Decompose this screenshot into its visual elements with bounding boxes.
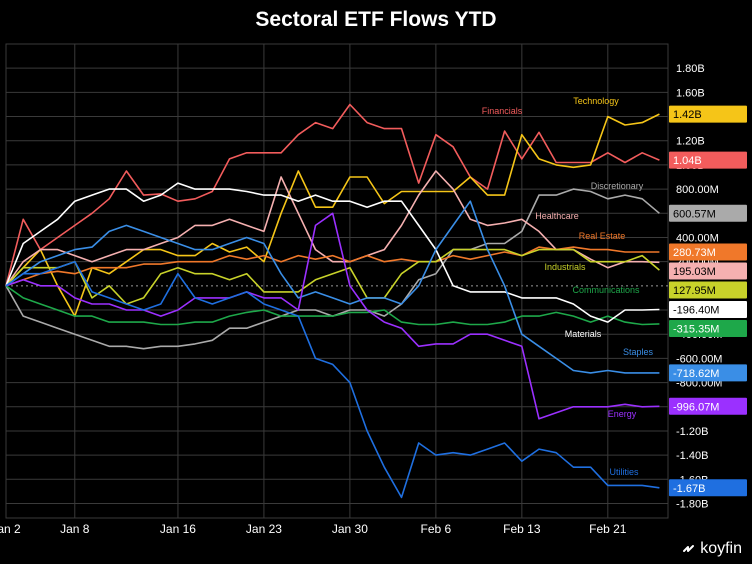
value-badge-label-materials: -196.40M xyxy=(673,305,719,317)
value-badge-label-industrials: 127.95M xyxy=(673,285,716,297)
value-badge-label-technology: 1.42B xyxy=(673,109,702,121)
x-tick-label-6: Feb 13 xyxy=(503,522,541,536)
series-line-financials xyxy=(5,103,660,287)
x-tick-label-0: Jan 2 xyxy=(0,522,21,536)
y-tick-label-15: -1.20B xyxy=(676,426,708,438)
value-badge-technology xyxy=(669,105,747,123)
series-name-discretionary: Discretionary xyxy=(591,181,644,191)
y-tick-label-1: 1.60B xyxy=(676,87,705,99)
series-name-materials: Materials xyxy=(565,329,602,339)
x-tick-label-3: Jan 23 xyxy=(246,522,282,536)
x-tick-label-5: Feb 6 xyxy=(421,522,452,536)
x-tick-label-2: Jan 16 xyxy=(160,522,196,536)
y-tick-label-16: -1.40B xyxy=(676,450,708,462)
series-line-materials xyxy=(5,182,660,323)
y-tick-label-18: -1.80B xyxy=(676,498,708,510)
y-tick-label-3: 1.20B xyxy=(676,136,705,148)
koyfin-logo-icon xyxy=(683,545,695,552)
value-badge-label-healthcare: 195.03M xyxy=(673,266,716,278)
series-line-industrials xyxy=(5,248,660,305)
series-line-communications xyxy=(5,285,660,326)
series-name-healthcare: Healthcare xyxy=(535,211,579,221)
value-badge-label-financials: 1.04B xyxy=(673,155,702,167)
series-name-communications: Communications xyxy=(572,285,640,295)
value-badge-label-utilities: -1.67B xyxy=(673,483,705,495)
value-badge-energy xyxy=(669,397,747,415)
series-line-healthcare xyxy=(5,170,660,287)
plot-frame xyxy=(5,43,669,519)
value-badge-label-staples: -718.62M xyxy=(673,368,719,380)
x-tick-label-7: Feb 21 xyxy=(589,522,627,536)
brand-name: koyfin xyxy=(700,540,742,557)
y-tick-label-7: 400.00M xyxy=(676,232,719,244)
series-name-financials: Financials xyxy=(482,106,523,116)
series-name-energy: Energy xyxy=(608,409,637,419)
value-badge-label-energy: -996.07M xyxy=(673,401,719,413)
value-badge-real estate xyxy=(669,243,747,261)
value-badge-healthcare xyxy=(669,262,747,280)
series-line-staples xyxy=(5,200,660,374)
value-badge-discretionary xyxy=(669,204,747,222)
value-badge-label-real estate: 280.73M xyxy=(673,247,716,259)
value-badge-utilities xyxy=(669,479,747,497)
series-line-energy xyxy=(5,212,660,420)
series-line-technology xyxy=(5,113,660,317)
series-name-technology: Technology xyxy=(573,96,619,106)
series-name-utilities: Utilities xyxy=(609,467,639,477)
series-name-industrials: Industrials xyxy=(544,262,586,272)
value-badge-communications xyxy=(669,320,747,338)
series-line-real estate xyxy=(5,246,660,287)
x-tick-label-4: Jan 30 xyxy=(332,522,368,536)
x-tick-label-1: Jan 8 xyxy=(60,522,90,536)
y-tick-label-0: 1.80B xyxy=(676,63,705,75)
value-badge-financials xyxy=(669,151,747,169)
value-badge-label-communications: -315.35M xyxy=(673,324,719,336)
value-badge-industrials xyxy=(669,281,747,299)
series-name-real estate: Real Estate xyxy=(579,231,626,241)
value-badge-staples xyxy=(669,364,747,382)
series-name-staples: Staples xyxy=(623,347,654,357)
series-line-utilities xyxy=(5,260,660,499)
koyfin-brand: koyfin xyxy=(682,540,742,558)
value-badge-materials xyxy=(669,301,747,319)
y-tick-label-5: 800.00M xyxy=(676,184,719,196)
value-badge-label-discretionary: 600.57M xyxy=(673,208,716,220)
y-tick-label-12: -600.00M xyxy=(676,353,722,365)
chart-title: Sectoral ETF Flows YTD xyxy=(255,8,497,31)
